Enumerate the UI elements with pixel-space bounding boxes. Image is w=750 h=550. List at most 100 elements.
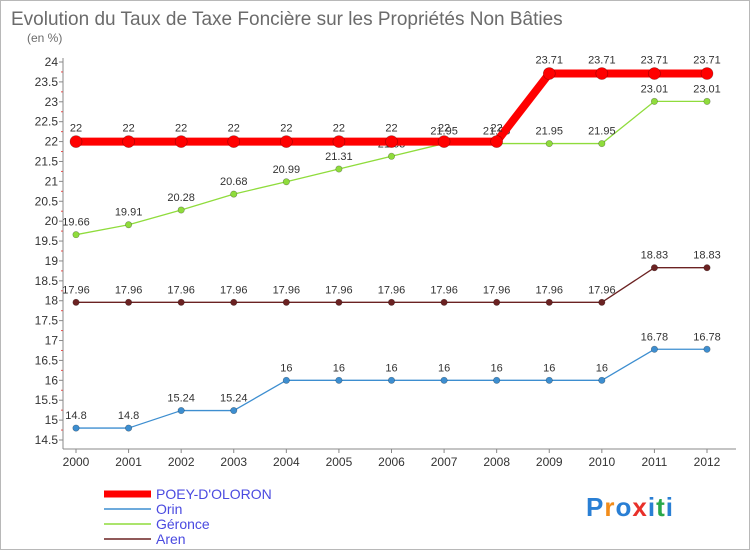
- data-point: [490, 135, 503, 148]
- y-tick-label: 15: [45, 413, 59, 427]
- data-label: 21.95: [430, 126, 458, 138]
- x-tick-label: 2012: [694, 455, 721, 469]
- series-3: 17.96 17.96 17.96 17.96 17.96 17.96 17.96 17.96…: [62, 250, 721, 306]
- logo-letter: i: [665, 492, 674, 522]
- data-point: [440, 376, 448, 384]
- y-tick-label: 20.5: [35, 194, 59, 208]
- data-point: [387, 298, 395, 306]
- data-point: [122, 135, 135, 148]
- data-point: [280, 135, 293, 148]
- data-label: 15.24: [167, 393, 195, 405]
- data-label: 23.71: [535, 55, 563, 67]
- x-tick-label: 2009: [536, 455, 563, 469]
- data-label: 15.24: [220, 393, 248, 405]
- logo-letter: r: [604, 492, 616, 522]
- data-label: 14.8: [65, 410, 86, 422]
- data-label: 22: [175, 123, 187, 135]
- data-label: 16: [385, 362, 397, 374]
- data-label: 16: [333, 362, 345, 374]
- y-tick-label: 21.5: [35, 154, 59, 168]
- y-tick-label: 16: [45, 373, 59, 387]
- y-tick-label: 22.5: [35, 115, 59, 129]
- series-1: 14.8 14.8 15.24 15.24 16 16 16 16 16 16 16 16.78 16.…: [65, 331, 721, 432]
- y-tick-label: 21: [45, 174, 59, 188]
- legend-label: Aren: [156, 531, 186, 547]
- data-label: 17.96: [483, 284, 511, 296]
- data-label: 20.68: [220, 176, 248, 188]
- series-2: 19.6619.9120.2820.6820.9921.3121.6321.95…: [62, 83, 721, 239]
- y-tick-label: 19.5: [35, 234, 59, 248]
- legend-label: Géronce: [156, 516, 210, 532]
- data-label: 22: [491, 123, 503, 135]
- logo-letter: i: [647, 492, 657, 522]
- data-label: 22: [333, 123, 345, 135]
- data-point: [595, 67, 609, 80]
- data-label: 23.71: [641, 55, 669, 67]
- data-label: 21.31: [325, 151, 353, 163]
- data-label: 19.66: [62, 217, 90, 229]
- data-point: [282, 178, 290, 186]
- data-label: 17.96: [378, 284, 406, 296]
- data-point: [387, 152, 395, 160]
- data-point: [598, 140, 606, 148]
- data-point: [650, 97, 658, 105]
- y-tick-label: 18.5: [35, 274, 59, 288]
- data-point: [545, 376, 553, 384]
- data-label: 22: [122, 123, 134, 135]
- x-tick-label: 2006: [378, 455, 405, 469]
- logo-letter: o: [615, 492, 633, 522]
- data-point: [72, 424, 80, 432]
- chart-subtitle: (en %): [27, 31, 62, 45]
- y-tick-label: 20: [45, 214, 59, 228]
- x-tick-label: 2004: [273, 455, 300, 469]
- data-label: 17.96: [167, 284, 195, 296]
- y-tick-label: 23: [45, 95, 59, 109]
- data-label: 16: [280, 362, 292, 374]
- data-label: 16: [596, 362, 608, 374]
- y-tick-label: 17.5: [35, 314, 59, 328]
- series-0: 22 22 22 22 22 22 22 22 22 23.71 23.71 23.71 23.71: [69, 55, 721, 148]
- x-tick-label: 2007: [431, 455, 458, 469]
- data-label: 20.28: [167, 192, 195, 204]
- data-point: [230, 407, 238, 415]
- data-point: [545, 298, 553, 306]
- x-tick-label: 2002: [168, 455, 195, 469]
- data-label: 16: [438, 362, 450, 374]
- data-label: 21.95: [535, 126, 563, 138]
- x-tick-label: 2011: [642, 455, 668, 469]
- x-tick-label: 2003: [220, 455, 247, 469]
- y-tick-label: 14.5: [35, 433, 59, 447]
- data-point: [542, 67, 556, 80]
- y-tick-label: 24: [45, 55, 59, 69]
- data-point: [440, 298, 448, 306]
- legend-label: Orin: [156, 501, 182, 517]
- x-tick-label: 2010: [588, 455, 615, 469]
- data-point: [72, 231, 80, 239]
- data-point: [230, 190, 238, 198]
- data-label: 23.01: [641, 83, 669, 95]
- y-tick-label: 17: [45, 334, 59, 348]
- data-label: 16: [543, 362, 555, 374]
- data-label: 23.01: [693, 83, 721, 95]
- data-label: 17.96: [62, 284, 90, 296]
- data-point: [177, 206, 185, 214]
- data-point: [332, 135, 346, 148]
- data-point: [493, 376, 501, 384]
- data-point: [282, 376, 290, 384]
- data-label: 23.71: [693, 55, 721, 67]
- data-label: 17.96: [430, 284, 458, 296]
- data-label: 17.96: [588, 284, 616, 296]
- data-point: [335, 165, 343, 173]
- data-label: 22: [438, 123, 450, 135]
- data-label: 22: [280, 123, 292, 135]
- chart-title: Evolution du Taux de Taxe Foncière sur l…: [11, 9, 563, 30]
- data-label: 17.96: [325, 284, 353, 296]
- data-point: [700, 67, 714, 80]
- data-point: [545, 140, 553, 148]
- x-tick-label: 2001: [115, 455, 142, 469]
- y-tick-label: 23.5: [35, 75, 59, 89]
- x-tick-label: 2005: [326, 455, 353, 469]
- x-tick-label: 2008: [483, 455, 510, 469]
